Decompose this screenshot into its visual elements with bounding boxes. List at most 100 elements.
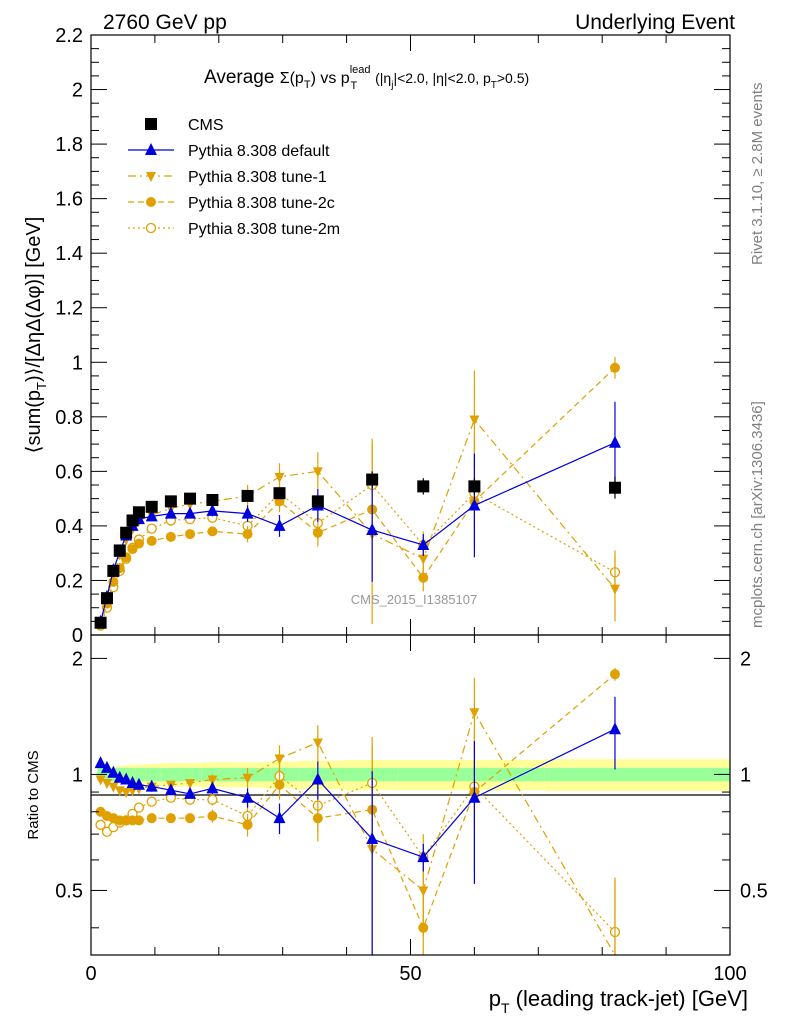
top-y-axis-label-part-1: ⟨sum(p [23,390,45,453]
ratio-point [417,850,430,863]
y-tick-label: 0.4 [55,516,83,538]
series-cms [94,471,621,629]
ratio-point [108,782,119,793]
ratio-point [608,722,621,735]
data-point [133,538,144,549]
data-point [608,435,621,448]
x-tick-label: 100 [713,963,746,985]
data-point [206,494,219,506]
y-tick-label: 0 [72,625,83,647]
ratio-y-tick-label: 1 [72,764,83,786]
ratio-point [207,811,218,822]
header-observable: Underlying Event [575,11,735,34]
legend-marker [146,172,156,182]
data-point [418,554,429,565]
legend-label: Pythia 8.308 tune-2m [188,221,340,238]
top-y-axis-label: ⟨sum(pT)⟩/[ΔηΔ(Δφ)] [GeV] [23,217,49,454]
ratio-series-pythia-8-308-tune-2c [95,667,620,955]
title-sigma: Σ(p [280,70,304,87]
data-point [312,467,323,478]
legend: CMS Pythia 8.308 default Pythia 8.308 tune… [128,117,340,238]
data-point [312,527,323,538]
x-tick-label: 0 [85,963,96,985]
legend-entry: Pythia 8.308 tune-2m [128,221,340,238]
data-point [417,480,430,493]
mcplots-reference-text: mcplots.cern.ch [arXiv:1306.3436] [749,401,766,628]
ratio-point [312,738,323,749]
ratio-point [146,796,157,807]
top-y-axis-label-sub: T [34,382,49,390]
ratio-point [274,779,285,790]
top-data [94,356,621,631]
bottom-panel: 0.5 0.5 1 1 2 2 0 50 100 [55,634,768,985]
analysis-id: CMS_2015_I1385107 [351,592,478,607]
ratio-point [100,760,113,773]
title-pt-rest: >0.5) [497,70,529,86]
ratio-point [468,790,481,803]
data-point [145,509,158,522]
data-point [164,495,177,508]
x-axis-label-sub: T [501,1000,510,1016]
title-sigma-sub: T [304,79,311,91]
data-point [241,489,254,502]
ratio-line [100,775,616,933]
ratio-point [165,813,176,824]
ratio-band-inner [129,767,136,782]
legend-marker [145,222,157,234]
title-vs-sup: lead [350,64,371,76]
legend-label: Pythia 8.308 tune-1 [188,169,327,186]
data-point [609,362,620,373]
legend-label: Pythia 8.308 tune-2c [188,195,335,212]
data-point [184,492,197,505]
ratio-y-tick-label-right: 0.5 [740,880,768,902]
ratio-band-inner [180,767,202,782]
ratio-point [418,886,429,897]
y-tick-label: 0.6 [55,461,83,483]
ratio-point [241,790,254,803]
ratio-band-inner [298,767,346,782]
data-point [132,506,145,519]
data-point [311,495,324,508]
ratio-point [273,811,286,824]
data-point [113,544,126,557]
data-point [273,487,286,500]
data-point [417,538,430,550]
ratio-y-tick-label-right: 2 [740,648,751,670]
x-axis-label-rest: (leading track-jet) [GeV] [510,986,748,1011]
data-point [94,616,107,629]
ratio-y-tick-label-right: 1 [740,764,751,786]
data-point [107,564,120,577]
ratio-band-inner [544,767,730,782]
bottom-y-axis-label: Ratio to CMS [25,750,42,839]
legend-entry: CMS [145,117,224,134]
y-tick-label: 1.2 [55,298,83,320]
data-point [242,529,253,540]
ratio-point [242,773,253,784]
ratio-point [185,813,196,824]
data-point [241,506,254,519]
data-point [273,518,286,531]
plot-title: Average Σ(pT) vs plead T (|ηj|<2.0, |η|<2… [204,64,529,92]
title-vs-sub: T [350,80,357,92]
ratio-point [101,779,112,790]
data-point [185,529,196,540]
legend-entry: Pythia 8.308 default [128,143,330,160]
y-tick-label: 1.6 [55,189,83,211]
ratio-y-tick-label: 0.5 [55,880,83,902]
y-tick-label: 1.4 [55,243,83,265]
top-panel: 0 0.2 0.4 0.6 0.8 1 1.2 1.4 1.6 1.8 2 2.2 [55,25,731,647]
ratio-line [100,710,616,956]
bottom-y-ticks: 0.5 0.5 1 1 2 2 [55,648,768,929]
legend-label: Pythia 8.308 default [188,143,330,160]
y-tick-label: 0.2 [55,570,83,592]
data-point [274,472,285,483]
title-sigma-close: ) [311,70,316,87]
ratio-band-inner [397,767,449,782]
data-point [468,480,481,493]
ratio-point [207,794,218,805]
header-collision: 2760 GeV pp [103,11,227,34]
title-pt-sub: T [491,80,497,91]
ratio-band-inner [161,767,181,782]
series-line [100,367,616,625]
